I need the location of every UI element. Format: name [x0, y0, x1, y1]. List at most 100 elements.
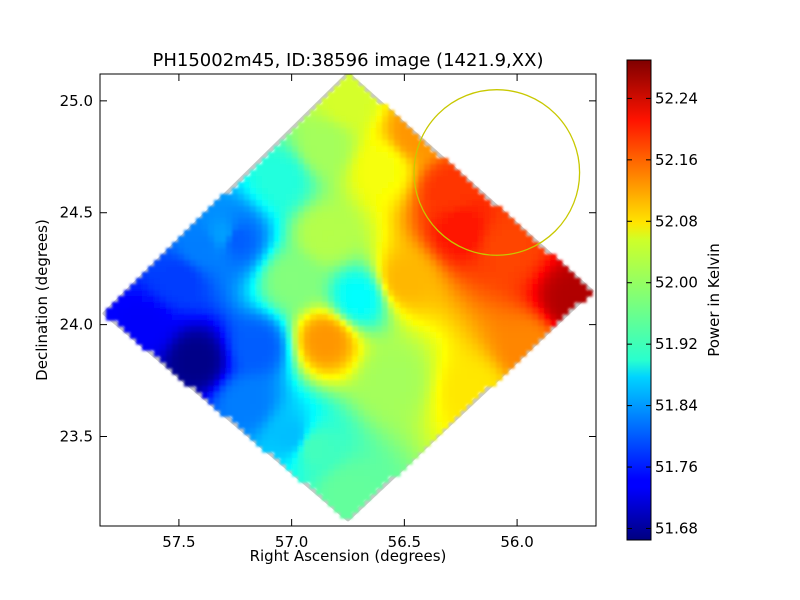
- heatmap-cell: [262, 212, 269, 219]
- heatmap-cell: [250, 416, 257, 423]
- heatmap-cell: [232, 386, 239, 393]
- heatmap-cell: [280, 332, 287, 339]
- heatmap-cell: [346, 374, 353, 381]
- heatmap-cell: [382, 200, 389, 207]
- heatmap-cell: [352, 452, 359, 459]
- heatmap-cell: [226, 410, 233, 417]
- heatmap-cell: [346, 302, 353, 309]
- heatmap-cell: [532, 332, 539, 339]
- heatmap-cell: [310, 350, 317, 357]
- heatmap-cell: [238, 350, 245, 357]
- heatmap-cell: [562, 278, 569, 285]
- heatmap-cell: [334, 392, 341, 399]
- heatmap-cell: [322, 368, 329, 375]
- heatmap-cell: [532, 260, 539, 267]
- heatmap-cell: [388, 116, 395, 123]
- heatmap-cell: [292, 344, 299, 351]
- heatmap-cell: [424, 224, 431, 231]
- heatmap-cell: [460, 230, 467, 237]
- heatmap-cell: [310, 176, 317, 183]
- heatmap-cell: [412, 374, 419, 381]
- heatmap-cell: [388, 362, 395, 369]
- heatmap-cell: [262, 206, 269, 213]
- heatmap-cell: [526, 236, 533, 243]
- heatmap-cell: [358, 218, 365, 225]
- heatmap-cell: [448, 248, 455, 255]
- heatmap-cell: [508, 344, 515, 351]
- heatmap-cell: [364, 404, 371, 411]
- heatmap-cell: [472, 344, 479, 351]
- heatmap-cell: [442, 266, 449, 273]
- heatmap-cell: [220, 374, 227, 381]
- heatmap-cell: [286, 314, 293, 321]
- heatmap-cell: [532, 278, 539, 285]
- heatmap-cell: [262, 416, 269, 423]
- heatmap-cell: [304, 218, 311, 225]
- heatmap-cell: [388, 272, 395, 279]
- heatmap-cell: [376, 326, 383, 333]
- heatmap-cell: [172, 344, 179, 351]
- heatmap-cell: [292, 308, 299, 315]
- heatmap-cell: [316, 446, 323, 453]
- heatmap-cell: [244, 374, 251, 381]
- heatmap-cell: [418, 338, 425, 345]
- heatmap-cell: [178, 302, 185, 309]
- heatmap-cell: [352, 140, 359, 147]
- heatmap-cell: [196, 266, 203, 273]
- heatmap-cell: [316, 128, 323, 135]
- heatmap-cell: [454, 194, 461, 201]
- heatmap-cell: [280, 158, 287, 165]
- heatmap-cell: [238, 320, 245, 327]
- heatmap-cell: [244, 356, 251, 363]
- heatmap-cell: [376, 200, 383, 207]
- heatmap-cell: [232, 296, 239, 303]
- heatmap-cell: [424, 152, 431, 159]
- heatmap-cell: [190, 272, 197, 279]
- heatmap-cell: [274, 284, 281, 291]
- heatmap-cell: [550, 290, 557, 297]
- heatmap-cell: [226, 218, 233, 225]
- heatmap-cell: [388, 266, 395, 273]
- heatmap-cell: [160, 314, 167, 321]
- heatmap-cell: [322, 374, 329, 381]
- heatmap-cell: [322, 242, 329, 249]
- heatmap-cell: [238, 266, 245, 273]
- heatmap-cell: [400, 242, 407, 249]
- heatmap-cell: [532, 320, 539, 327]
- heatmap-cell: [424, 314, 431, 321]
- heatmap-cell: [442, 422, 449, 429]
- heatmap-cell: [322, 422, 329, 429]
- heatmap-cell: [310, 212, 317, 219]
- heatmap-cell: [304, 410, 311, 417]
- heatmap-cell: [292, 422, 299, 429]
- heatmap-cell: [250, 434, 257, 441]
- heatmap-cell: [340, 464, 347, 471]
- heatmap-cell: [436, 212, 443, 219]
- heatmap-cell: [310, 446, 317, 453]
- heatmap-cell: [388, 242, 395, 249]
- heatmap-cell: [196, 248, 203, 255]
- heatmap-cell: [448, 332, 455, 339]
- heatmap-cell: [520, 350, 527, 357]
- heatmap-cell: [424, 308, 431, 315]
- heatmap-cell: [412, 236, 419, 243]
- heatmap-cell: [454, 230, 461, 237]
- heatmap-cell: [388, 170, 395, 177]
- heatmap-cell: [190, 320, 197, 327]
- heatmap-cell: [316, 338, 323, 345]
- heatmap-cell: [382, 254, 389, 261]
- heatmap-cell: [556, 296, 563, 303]
- heatmap-cell: [556, 290, 563, 297]
- heatmap-cell: [382, 176, 389, 183]
- heatmap-cell: [388, 434, 395, 441]
- heatmap-cell: [274, 452, 281, 459]
- heatmap-cell: [304, 302, 311, 309]
- heatmap-cell: [334, 92, 341, 99]
- heatmap-cell: [436, 176, 443, 183]
- heatmap-cell: [382, 134, 389, 141]
- heatmap-cell: [442, 290, 449, 297]
- heatmap-cell: [352, 392, 359, 399]
- heatmap-cell: [160, 290, 167, 297]
- heatmap-cell: [280, 422, 287, 429]
- chart-title: PH15002m45, ID:38596 image (1421.9,XX): [153, 50, 544, 71]
